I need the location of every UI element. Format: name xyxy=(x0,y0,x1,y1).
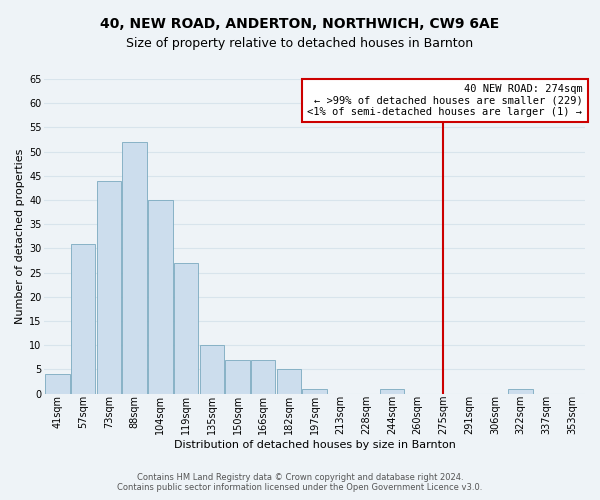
Bar xyxy=(71,244,95,394)
Y-axis label: Number of detached properties: Number of detached properties xyxy=(15,148,25,324)
Bar xyxy=(277,370,301,394)
Bar xyxy=(45,374,70,394)
Bar xyxy=(225,360,250,394)
Bar xyxy=(148,200,173,394)
Bar xyxy=(508,388,533,394)
Text: 40, NEW ROAD, ANDERTON, NORTHWICH, CW9 6AE: 40, NEW ROAD, ANDERTON, NORTHWICH, CW9 6… xyxy=(100,18,500,32)
Bar xyxy=(380,388,404,394)
Bar xyxy=(122,142,147,394)
Bar xyxy=(97,180,121,394)
Bar xyxy=(200,345,224,394)
Bar xyxy=(174,263,198,394)
Text: Contains HM Land Registry data © Crown copyright and database right 2024.
Contai: Contains HM Land Registry data © Crown c… xyxy=(118,473,482,492)
Text: 40 NEW ROAD: 274sqm
← >99% of detached houses are smaller (229)
<1% of semi-deta: 40 NEW ROAD: 274sqm ← >99% of detached h… xyxy=(307,84,582,117)
Bar xyxy=(251,360,275,394)
Bar xyxy=(302,388,327,394)
X-axis label: Distribution of detached houses by size in Barnton: Distribution of detached houses by size … xyxy=(174,440,455,450)
Text: Size of property relative to detached houses in Barnton: Size of property relative to detached ho… xyxy=(127,38,473,51)
